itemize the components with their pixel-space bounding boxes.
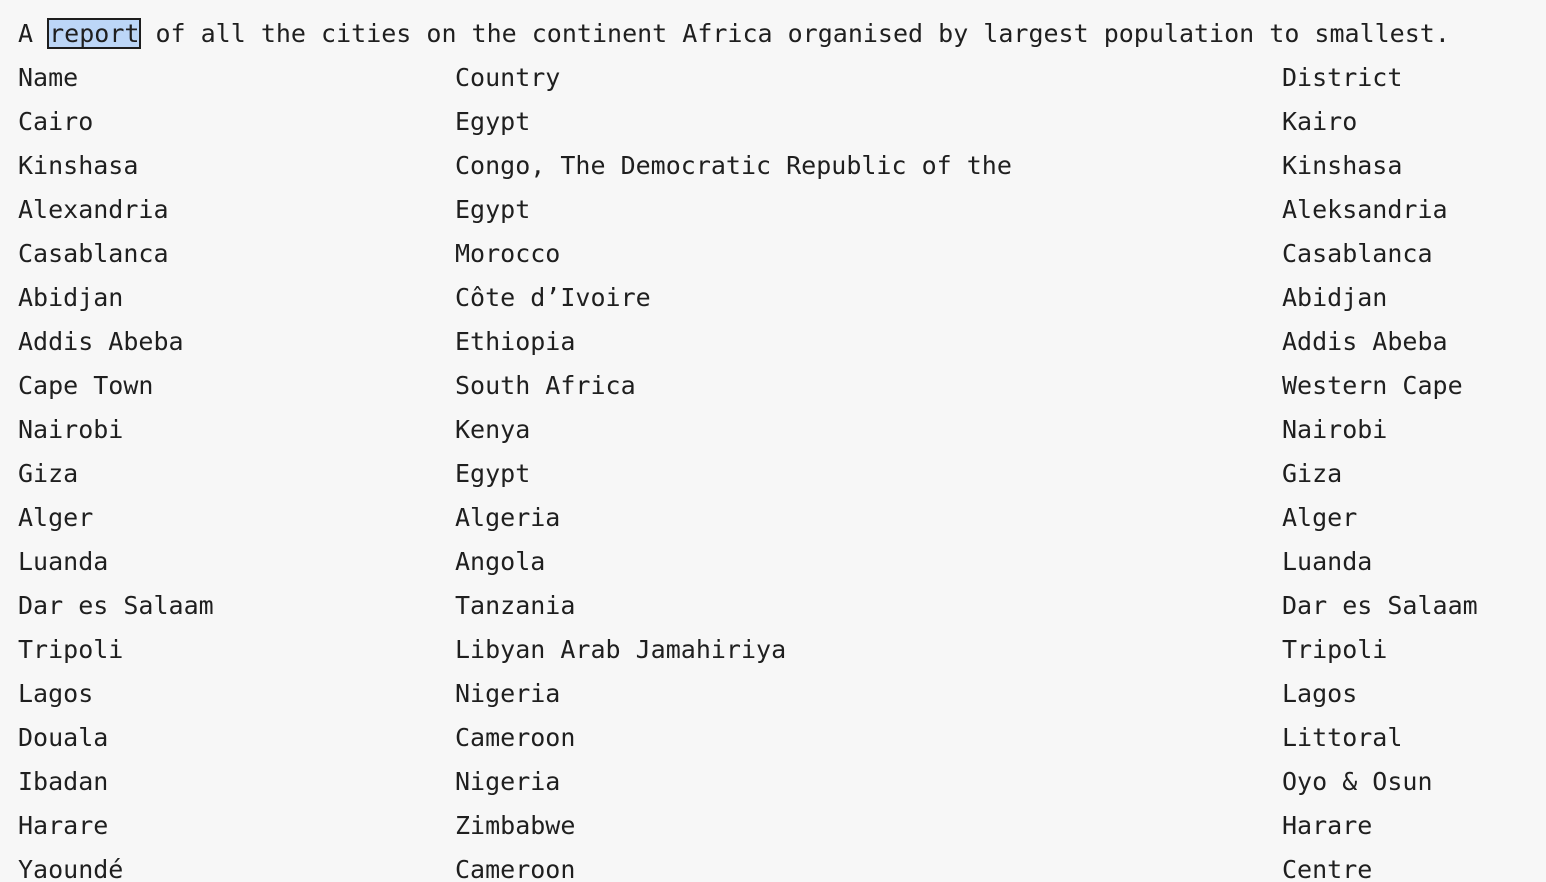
city-country: Cameroon	[455, 855, 576, 882]
intro-suffix: of all the cities on the continent Afric…	[140, 19, 1450, 48]
city-district: Casablanca	[1282, 239, 1433, 268]
city-name: Ibadan	[18, 767, 109, 796]
cities-table: Name Country District Cairo Egypt Kairo Kin…	[18, 56, 1528, 882]
city-name: Cairo	[18, 107, 94, 136]
city-name: Giza	[18, 459, 79, 488]
city-district: Nairobi	[1282, 415, 1388, 444]
city-name: Kinshasa	[18, 151, 139, 180]
city-district: Western Cape	[1282, 371, 1463, 400]
city-name: Alger	[18, 503, 94, 532]
city-name: Lagos	[18, 679, 94, 708]
city-district: Kinshasa	[1282, 151, 1403, 180]
city-country: Nigeria	[455, 767, 561, 796]
city-country: Nigeria	[455, 679, 561, 708]
city-country: South Africa	[455, 371, 636, 400]
city-district: Harare	[1282, 811, 1373, 840]
table-row: Addis Abeba Ethiopia Addis Abeba	[18, 320, 1528, 364]
header-row: Name Country District	[18, 56, 1528, 100]
header-district: District	[1282, 63, 1403, 92]
city-district: Centre	[1282, 855, 1373, 882]
city-district: Giza	[1282, 459, 1343, 488]
highlighted-word[interactable]: report	[47, 18, 142, 49]
city-district: Addis Abeba	[1282, 327, 1448, 356]
header-country: Country	[455, 63, 561, 92]
city-country: Côte d’Ivoire	[455, 283, 651, 312]
table-row: Nairobi Kenya Nairobi	[18, 408, 1528, 452]
city-country: Egypt	[455, 107, 531, 136]
city-district: Dar es Salaam	[1282, 591, 1478, 620]
city-district: Luanda	[1282, 547, 1373, 576]
report-intro: A report of all the cities on the contin…	[18, 12, 1450, 56]
city-name: Cape Town	[18, 371, 154, 400]
city-country: Algeria	[455, 503, 561, 532]
city-country: Congo, The Democratic Republic of the	[455, 151, 1012, 180]
table-row: Cairo Egypt Kairo	[18, 100, 1528, 144]
city-district: Tripoli	[1282, 635, 1388, 664]
city-district: Lagos	[1282, 679, 1358, 708]
table-row: Abidjan Côte d’Ivoire Abidjan	[18, 276, 1528, 320]
city-country: Egypt	[455, 195, 531, 224]
table-row: Alexandria Egypt Aleksandria	[18, 188, 1528, 232]
city-country: Ethiopia	[455, 327, 576, 356]
table-row: Casablanca Morocco Casablanca	[18, 232, 1528, 276]
city-district: Aleksandria	[1282, 195, 1448, 224]
city-name: Dar es Salaam	[18, 591, 214, 620]
table-row: Yaoundé Cameroon Centre	[18, 848, 1528, 882]
city-district: Littoral	[1282, 723, 1403, 752]
city-name: Douala	[18, 723, 109, 752]
table-row: Dar es Salaam Tanzania Dar es Salaam	[18, 584, 1528, 628]
city-country: Tanzania	[455, 591, 576, 620]
city-country: Egypt	[455, 459, 531, 488]
table-row: Giza Egypt Giza	[18, 452, 1528, 496]
city-country: Kenya	[455, 415, 531, 444]
city-name: Alexandria	[18, 195, 169, 224]
city-district: Alger	[1282, 503, 1358, 532]
city-name: Addis Abeba	[18, 327, 184, 356]
city-name: Nairobi	[18, 415, 124, 444]
city-country: Cameroon	[455, 723, 576, 752]
city-name: Luanda	[18, 547, 109, 576]
city-country: Zimbabwe	[455, 811, 576, 840]
table-row: Luanda Angola Luanda	[18, 540, 1528, 584]
table-row: Douala Cameroon Littoral	[18, 716, 1528, 760]
city-name: Yaoundé	[18, 855, 124, 882]
city-district: Oyo & Osun	[1282, 767, 1433, 796]
intro-prefix: A	[18, 19, 49, 48]
table-row: Ibadan Nigeria Oyo & Osun	[18, 760, 1528, 804]
city-country: Angola	[455, 547, 546, 576]
city-district: Kairo	[1282, 107, 1358, 136]
table-row: Lagos Nigeria Lagos	[18, 672, 1528, 716]
city-district: Abidjan	[1282, 283, 1388, 312]
city-country: Morocco	[455, 239, 561, 268]
table-row: Harare Zimbabwe Harare	[18, 804, 1528, 848]
city-name: Tripoli	[18, 635, 124, 664]
header-name: Name	[18, 63, 79, 92]
table-row: Kinshasa Congo, The Democratic Republic o…	[18, 144, 1528, 188]
table-row: Tripoli Libyan Arab Jamahiriya Tripoli	[18, 628, 1528, 672]
city-name: Harare	[18, 811, 109, 840]
table-row: Cape Town South Africa Western Cape	[18, 364, 1528, 408]
city-name: Casablanca	[18, 239, 169, 268]
table-row: Alger Algeria Alger	[18, 496, 1528, 540]
city-name: Abidjan	[18, 283, 124, 312]
city-country: Libyan Arab Jamahiriya	[455, 635, 787, 664]
